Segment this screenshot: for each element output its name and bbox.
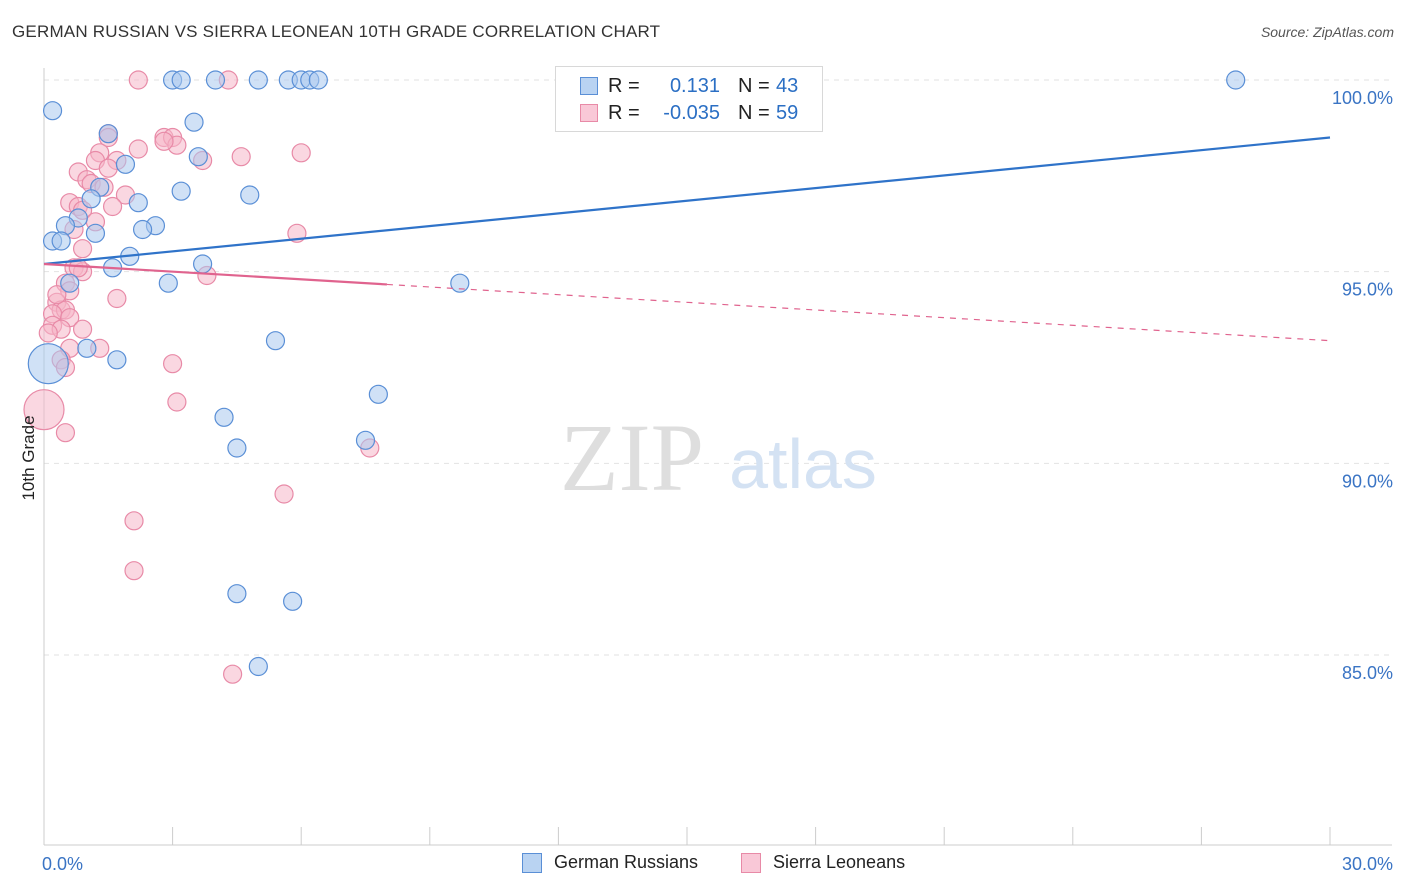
data-point [171,70,191,90]
data-point [124,511,144,531]
r-label: R = [608,74,640,97]
data-point [77,338,97,358]
data-point [231,147,251,167]
n-value-blue: 43 [776,74,799,97]
y-tick-label: 90.0% [1342,471,1393,491]
data-point [227,584,247,604]
data-point [274,484,294,504]
legend-swatch-blue [522,852,542,873]
data-point [102,196,123,217]
data-point [167,392,187,412]
watermark-atlas: atlas [729,425,877,503]
data-point [85,223,106,243]
data-point [107,350,127,370]
data-point [124,561,144,581]
data-point [450,273,470,293]
grid-lines [44,79,1392,656]
data-point [283,591,303,611]
data-point [132,219,153,240]
data-point [163,354,183,374]
legend-item-german-russians[interactable]: German Russians [522,852,698,873]
data-point [98,158,118,178]
x-tick-label: 30.0% [1342,854,1393,874]
data-point [107,288,127,309]
n-value-pink: 59 [776,101,799,124]
legend-item-sierra-leoneans[interactable]: Sierra Leoneans [741,852,905,873]
data-point [248,70,268,90]
data-point [42,101,63,121]
data-point [248,656,268,677]
legend-swatch-blue [580,77,598,95]
data-point [291,143,311,163]
data-point [81,189,101,209]
legend-swatch-pink [580,104,598,122]
data-point [193,254,213,274]
data-point [98,124,118,144]
data-point [55,423,76,443]
r-label: R = [608,101,640,124]
n-label: N = [738,74,770,97]
series-german-russians [27,70,1246,677]
data-point [128,193,148,213]
series-sierra-leoneans [23,70,380,684]
data-point [47,285,67,305]
data-point [115,154,136,174]
trend-line-sierra-leoneans [43,262,387,286]
y-tick-label: 95.0% [1342,280,1393,300]
data-point [184,112,204,132]
data-point [38,323,58,343]
data-point [128,70,148,90]
data-point [205,70,226,90]
data-point [68,258,88,278]
data-point [51,231,71,251]
data-point [27,343,69,385]
data-point [1226,70,1246,90]
axes [43,68,1392,846]
data-point [223,664,243,684]
data-point [188,147,208,167]
legend-label-sierra-leoneans: Sierra Leoneans [773,852,906,872]
legend-label-german-russians: German Russians [554,852,699,872]
trend-line-sierra-leoneans-extrapolated [386,283,1331,342]
legend-row-german-russians: R = 0.131 N = 43 [580,74,798,98]
stats-legend: R = 0.131 N = 43 R = -0.035 N = 59 [555,66,823,132]
series-legend: German Russians Sierra Leoneans [0,852,1406,878]
watermark-zip: ZIP [560,404,704,511]
legend-swatch-pink [741,852,761,873]
tick-labels: 100.0% 95.0% 90.0% 85.0% 0.0% 30.0% [42,88,1393,874]
data-point [265,331,286,351]
chart-title: GERMAN RUSSIAN VS SIERRA LEONEAN 10TH GR… [12,22,661,41]
r-value-blue: 0.131 [669,74,720,97]
data-point [154,131,174,151]
legend-row-sierra-leoneans: R = -0.035 N = 59 [580,101,798,125]
data-point [171,181,191,201]
data-point [23,389,65,431]
n-label: N = [738,101,770,124]
y-tick-label: 100.0% [1332,88,1393,108]
data-point [240,185,260,205]
data-point [308,70,328,90]
x-tick-label: 0.0% [42,854,83,874]
data-point [214,407,234,427]
r-value-pink: -0.035 [663,101,720,124]
data-point [72,319,93,339]
data-point [368,384,388,404]
data-point [355,430,376,450]
data-point [227,438,247,458]
trend-lines [43,136,1331,342]
data-point [60,273,80,293]
data-point [158,273,178,293]
y-axis-label: 10th Grade [19,415,38,500]
data-point [72,239,93,259]
trend-line-german-russians [43,136,1331,266]
data-point [128,139,148,159]
source-label: Source: ZipAtlas.com [1260,24,1394,40]
y-tick-label: 85.0% [1342,663,1393,683]
